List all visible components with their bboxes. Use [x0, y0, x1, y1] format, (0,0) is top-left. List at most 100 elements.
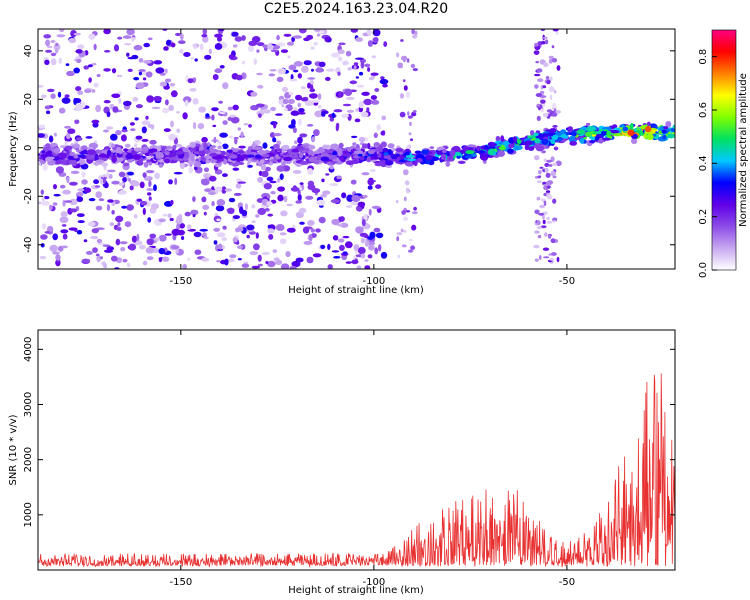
heatmap-cell: [333, 255, 341, 259]
heatmap-cell: [414, 150, 422, 154]
heatmap-cell: [261, 153, 270, 158]
heatmap-cell: [154, 237, 161, 241]
heatmap-cell: [153, 60, 163, 65]
heatmap-cell: [58, 57, 62, 64]
heatmap-cell: [196, 150, 206, 156]
heatmap-cell: [106, 149, 112, 157]
heatmap-cell: [405, 92, 410, 98]
heatmap-cell: [111, 156, 117, 163]
heatmap-cell: [373, 37, 379, 43]
heatmap-cell: [358, 101, 364, 109]
heatmap-cell: [256, 49, 260, 53]
heatmap-cell: [380, 76, 385, 80]
heatmap-cell: [401, 210, 406, 215]
heatmap-cell: [337, 49, 345, 54]
heatmap-cell: [76, 229, 83, 235]
heatmap-cell: [663, 126, 668, 130]
heatmap-cell: [413, 160, 418, 167]
heatmap-cell: [255, 232, 259, 239]
heatmap-cell: [80, 163, 89, 170]
tick-label: -100: [363, 577, 386, 588]
heatmap-cell: [487, 141, 496, 147]
heatmap-cell: [306, 34, 314, 40]
heatmap-cell: [327, 264, 333, 269]
heatmap-cell: [91, 62, 97, 66]
heatmap-cell: [373, 227, 381, 233]
heatmap-cell: [187, 78, 194, 84]
heatmap-cell: [310, 228, 315, 233]
heatmap-cell: [375, 232, 384, 239]
heatmap-cell: [222, 173, 228, 178]
heatmap-cell: [280, 263, 290, 269]
heatmap-cell: [106, 204, 110, 212]
heatmap-cell: [552, 29, 559, 32]
heatmap-cell: [337, 238, 345, 243]
heatmap-cell: [374, 88, 380, 92]
heatmap-cell: [240, 154, 249, 159]
heatmap-cell: [534, 138, 541, 144]
heatmap-cell: [367, 67, 371, 72]
heatmap-cell: [259, 159, 265, 164]
heatmap-cell: [322, 190, 331, 195]
heatmap-cell: [208, 175, 217, 182]
heatmap-cell: [77, 90, 84, 95]
heatmap-cell: [661, 129, 667, 134]
heatmap-cell: [267, 44, 274, 50]
heatmap-cell: [329, 117, 335, 122]
heatmap-cell: [227, 106, 233, 111]
heatmap-cell: [40, 234, 48, 240]
heatmap-cell: [88, 198, 96, 202]
heatmap-cell: [84, 89, 92, 93]
heatmap-cell: [291, 148, 300, 153]
heatmap-cell: [60, 229, 69, 234]
heatmap-cell: [269, 180, 277, 184]
heatmap-cell: [69, 198, 78, 206]
heatmap-cell: [41, 223, 47, 230]
heatmap-cell: [150, 203, 160, 210]
heatmap-cell: [538, 255, 542, 260]
heatmap-cell: [385, 165, 393, 169]
heatmap-cell: [500, 135, 505, 142]
heatmap-cell: [64, 125, 71, 129]
heatmap-cell: [182, 112, 188, 120]
heatmap-cell: [45, 39, 51, 47]
heatmap-cell: [164, 233, 172, 236]
heatmap-cell: [293, 61, 303, 67]
heatmap-cell: [397, 254, 401, 259]
heatmap-cell: [236, 74, 243, 81]
heatmap-cell: [279, 238, 287, 245]
heatmap-cell: [553, 89, 557, 94]
heatmap-cell: [110, 133, 118, 141]
heatmap-cell: [146, 170, 155, 174]
heatmap-cell: [129, 122, 135, 126]
heatmap-cell: [147, 37, 153, 41]
heatmap-cell: [560, 134, 568, 138]
heatmap-cell: [297, 73, 302, 79]
heatmap-cell: [59, 184, 66, 189]
heatmap-cell: [88, 77, 92, 83]
heatmap-cell: [548, 234, 552, 239]
heatmap-cell: [297, 193, 302, 201]
heatmap-cell: [613, 132, 621, 137]
heatmap-cell: [214, 186, 223, 192]
heatmap-cell: [40, 154, 49, 158]
heatmap-cell: [179, 48, 184, 54]
heatmap-cell: [172, 144, 177, 150]
heatmap-cell: [555, 160, 562, 167]
heatmap-cell: [352, 142, 357, 146]
heatmap-cell: [52, 233, 58, 241]
heatmap-cell: [70, 29, 77, 38]
heatmap-cell: [527, 135, 536, 139]
heatmap-x-label: Height of straight line (km): [288, 285, 424, 296]
heatmap-cell: [227, 116, 232, 121]
heatmap-cell: [86, 149, 97, 155]
heatmap-cell: [276, 42, 286, 47]
heatmap-marks: [38, 29, 675, 269]
heatmap-cell: [336, 223, 344, 227]
heatmap-cell: [166, 39, 172, 46]
heatmap-cell: [180, 162, 185, 169]
heatmap-cell: [142, 260, 148, 266]
heatmap-cell: [130, 128, 136, 132]
heatmap-cell: [378, 244, 382, 252]
heatmap-cell: [335, 122, 340, 129]
